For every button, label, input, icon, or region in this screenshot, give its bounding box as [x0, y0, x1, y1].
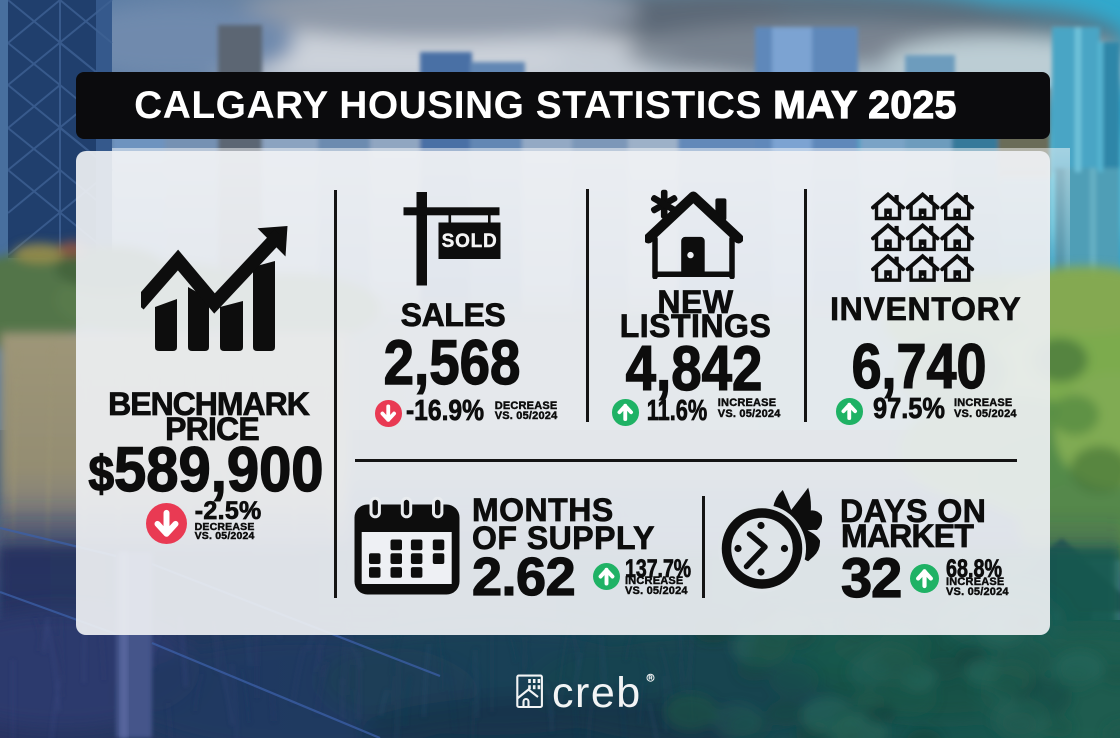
- svg-text:creb: creb: [552, 669, 642, 713]
